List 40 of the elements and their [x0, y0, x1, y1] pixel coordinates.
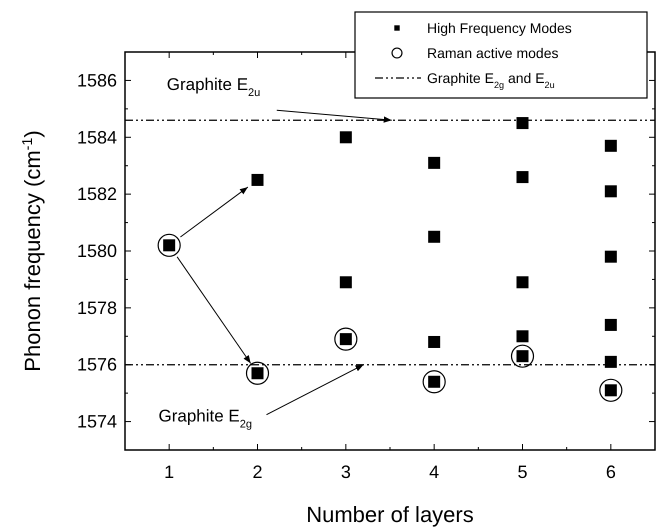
point — [246, 362, 270, 385]
x-tick-label: 6 — [606, 462, 616, 482]
point — [516, 330, 528, 342]
point — [516, 117, 528, 130]
point — [510, 344, 534, 368]
point — [604, 250, 617, 263]
point — [599, 378, 622, 402]
y-tick-label: 1574 — [76, 412, 117, 432]
point — [252, 174, 264, 186]
point — [340, 131, 352, 144]
point — [428, 230, 440, 243]
point — [428, 336, 440, 348]
y-tick-label: 1580 — [76, 241, 117, 261]
point — [158, 234, 181, 257]
point — [604, 318, 617, 331]
point — [604, 185, 617, 198]
y-tick-label: 1576 — [76, 354, 117, 375]
y-tick-label: 1584 — [76, 127, 117, 148]
legend-label: Graphite E$_{2g}$ and E$_{2u}$ — [427, 70, 555, 90]
point — [604, 356, 617, 368]
point — [516, 276, 528, 288]
y-tick-label: 1578 — [76, 298, 117, 318]
y-tick-label: 1586 — [76, 70, 117, 90]
legend-label: Raman active modes — [427, 45, 559, 61]
annotation: Graphite E$_{2g}$ — [158, 406, 252, 431]
point — [334, 328, 358, 351]
x-tick-label: 4 — [429, 462, 440, 482]
annotation: Graphite E$_{2u}$ — [166, 75, 260, 100]
point — [516, 171, 528, 184]
x-tick-label: 1 — [164, 462, 174, 482]
x-axis-title: Number of layers — [306, 502, 474, 527]
point — [340, 276, 352, 288]
point — [422, 370, 446, 394]
x-tick-label: 3 — [340, 462, 351, 482]
point — [604, 140, 617, 152]
x-tick-label: 5 — [517, 462, 528, 482]
x-tick-label: 2 — [252, 462, 263, 482]
legend-label: High Frequency Modes — [427, 20, 572, 36]
y-tick-label: 1582 — [76, 184, 117, 204]
point — [428, 156, 440, 169]
